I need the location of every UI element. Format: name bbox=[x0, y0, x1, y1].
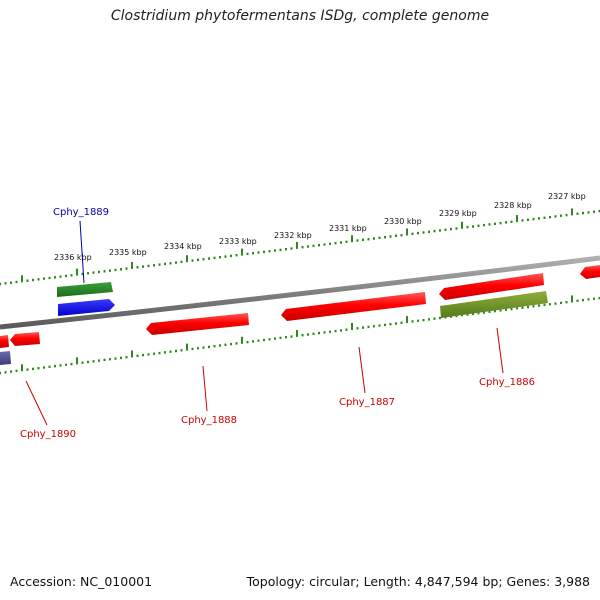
outer-tick-ruler bbox=[0, 208, 600, 286]
tick-label: 2327 kbp bbox=[548, 192, 586, 201]
feature-red-left-edge[interactable] bbox=[0, 335, 9, 348]
gene-label-cphy-1890: Cphy_1890 bbox=[20, 429, 76, 440]
tick-label: 2335 kbp bbox=[109, 248, 147, 257]
tick-label: 2332 kbp bbox=[274, 231, 312, 240]
tick-label: 2328 kbp bbox=[494, 201, 532, 210]
feature-red-edge[interactable] bbox=[580, 265, 600, 279]
gene-label-cphy-1888: Cphy_1888 bbox=[181, 415, 237, 426]
accession-text: Accession: NC_010001 bbox=[10, 574, 153, 589]
gene-label-cphy-1886: Cphy_1886 bbox=[479, 377, 535, 388]
feature-cphy-1890[interactable] bbox=[10, 332, 40, 346]
tick-label: 2330 kbp bbox=[384, 217, 422, 226]
genome-backbone bbox=[0, 255, 600, 330]
gene-label-cphy-1889: Cphy_1889 bbox=[53, 207, 109, 218]
leader-lines bbox=[25, 220, 504, 426]
tick-labels: 2336 kbp 2335 kbp 2334 kbp 2333 kbp 2332… bbox=[54, 192, 586, 262]
feature-cphy-1886-red[interactable] bbox=[439, 273, 544, 300]
map-title: Clostridium phytofermentans ISDg, comple… bbox=[110, 8, 490, 24]
genome-summary-text: Topology: circular; Length: 4,847,594 bp… bbox=[246, 574, 590, 589]
tick-label: 2333 kbp bbox=[219, 237, 257, 246]
feature-olive[interactable] bbox=[440, 291, 548, 318]
feature-purple[interactable] bbox=[0, 351, 11, 365]
feature-cphy-1887[interactable] bbox=[281, 292, 426, 321]
tick-label: 2329 kbp bbox=[439, 209, 477, 218]
tick-label: 2336 kbp bbox=[54, 253, 92, 262]
feature-green[interactable] bbox=[57, 282, 113, 297]
feature-cphy-1888[interactable] bbox=[146, 313, 249, 335]
tick-label: 2334 kbp bbox=[164, 242, 202, 251]
feature-blue-cphy-1889[interactable] bbox=[58, 299, 115, 316]
gene-label-cphy-1887: Cphy_1887 bbox=[339, 397, 395, 408]
tick-label: 2331 kbp bbox=[329, 224, 367, 233]
